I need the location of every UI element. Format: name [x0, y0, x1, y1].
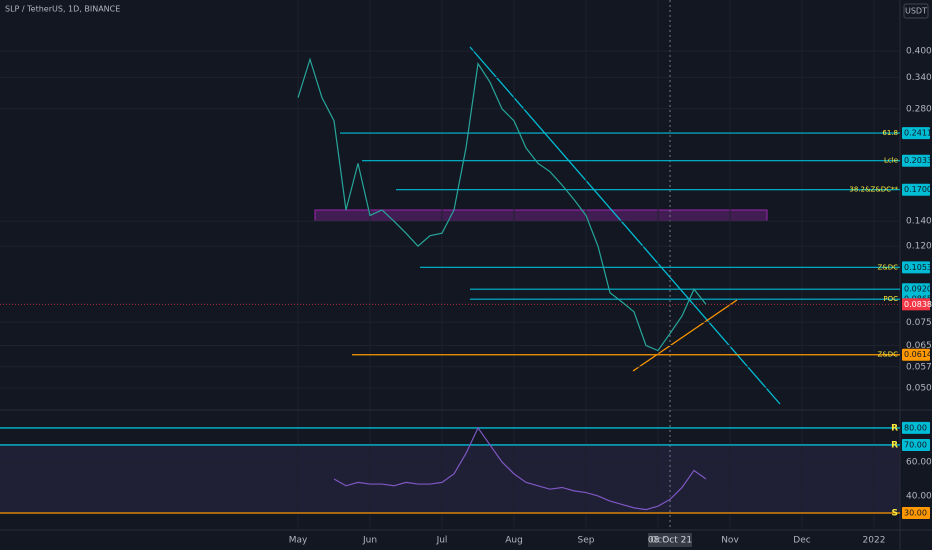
rsi-band [0, 444, 900, 513]
currency-box [903, 3, 929, 19]
level-label: S [892, 508, 898, 518]
level-label: Z&DC [877, 263, 898, 271]
x-tick-label: Aug [505, 536, 523, 546]
x-tick-label: Nov [721, 536, 739, 546]
level-box [902, 438, 930, 451]
level-box [902, 154, 930, 167]
level-label: 61.8 [882, 129, 898, 137]
level-value: 0.1053 [904, 263, 932, 272]
level-label: R [891, 440, 898, 450]
x-tick-label: Oct [650, 536, 666, 546]
x-tick-label: Jul [436, 536, 448, 546]
level-value: 0.1700 [904, 185, 932, 194]
x-tick-label: Dec [793, 536, 810, 546]
level-value: 70.00 [904, 440, 927, 449]
level-value: 0.2411 [904, 129, 932, 138]
level-label: R [891, 423, 898, 433]
x-tick-label: Jun [362, 536, 377, 546]
y-tick-label: 60.00 [906, 457, 932, 467]
level-value: 80.00 [904, 423, 927, 432]
level-box [902, 127, 930, 140]
level-value: 0.0920 [904, 285, 932, 294]
x-tick-label: Sep [578, 536, 595, 546]
level-label: Lcle [884, 157, 898, 165]
rsi-line [333, 426, 707, 511]
level-box [902, 183, 930, 196]
current-price-box [902, 298, 930, 311]
crosshair-box [648, 533, 692, 547]
level-value: 30.00 [904, 508, 927, 517]
level-box [902, 261, 930, 274]
level-value: 0.0614 [904, 350, 932, 359]
trend-line [469, 46, 781, 405]
current-price: 0.0838 [904, 300, 932, 309]
currency: USDT [905, 7, 927, 16]
level-label: Z&DC [877, 351, 898, 359]
x-tick-label: 2022 [863, 536, 886, 546]
zone-box [314, 209, 768, 222]
x-tick-label: May [289, 536, 308, 546]
level-box [902, 421, 930, 434]
crosshair-label: 08 Oct 21 [648, 536, 692, 546]
level-box [902, 348, 930, 361]
level-label: 38.2&Z&DC** [849, 186, 898, 194]
level-value: 0.2033 [904, 156, 932, 165]
level-box [902, 506, 930, 519]
y-tick-label: 40.00 [906, 491, 932, 501]
trend-line [632, 299, 738, 372]
level-label: POC [883, 295, 898, 303]
level-box [902, 283, 930, 296]
chart-title: SLP / TetherUS, 1D, BINANCE [5, 5, 120, 14]
price-line [297, 57, 707, 352]
y-tick-label: 0.0500 [906, 384, 932, 394]
